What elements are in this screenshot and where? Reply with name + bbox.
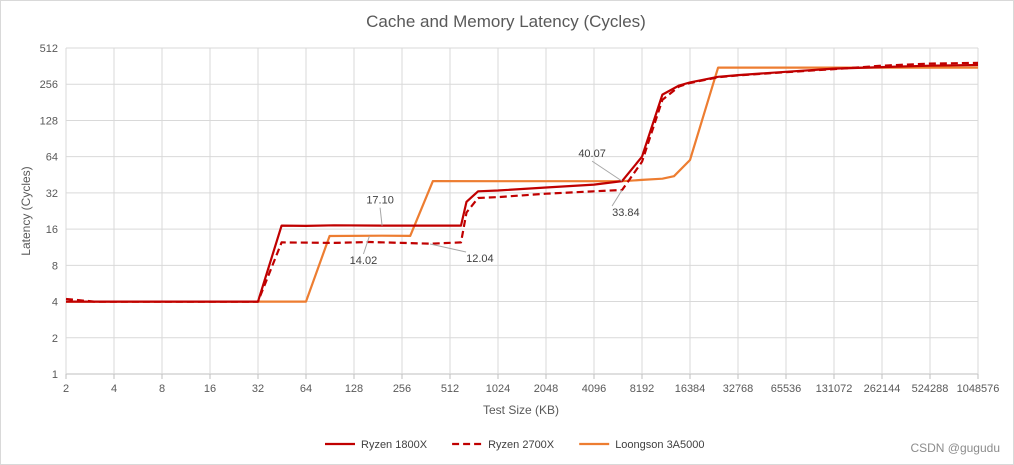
x-tick-label: 1024 (486, 383, 510, 395)
x-tick-label: 2 (63, 383, 69, 395)
series-line-ryzen-1800x (66, 63, 979, 303)
x-axis-title: Test Size (KB) (483, 403, 559, 417)
annotation-label: 17.10 (366, 195, 394, 207)
x-tick-label: 32768 (723, 383, 754, 395)
y-tick-label: 16 (46, 224, 58, 236)
x-tick-label: 512 (441, 383, 459, 395)
x-tick-label: 262144 (864, 383, 901, 395)
y-tick-label: 256 (40, 79, 58, 91)
legend-label: Ryzen 1800X (361, 439, 428, 451)
x-tick-label: 16384 (675, 383, 706, 395)
x-tick-label: 8 (159, 383, 165, 395)
series-lines (65, 61, 979, 303)
legend: Ryzen 1800X Ryzen 2700X Loongson 3A5000 (325, 439, 705, 451)
x-tick-label: 4096 (582, 383, 606, 395)
x-tick-label: 524288 (912, 383, 949, 395)
x-tick-label: 4 (111, 383, 117, 395)
annotation-label: 40.07 (578, 148, 606, 160)
x-tick-label: 8192 (630, 383, 654, 395)
y-tick-label: 512 (40, 43, 58, 55)
y-tick-label: 2 (52, 333, 58, 345)
x-tick-label: 128 (345, 383, 363, 395)
x-tick-label: 32 (252, 383, 264, 395)
y-tick-label: 128 (40, 115, 58, 127)
x-tick-label: 2048 (534, 383, 558, 395)
annotation-leader-line (429, 243, 467, 253)
annotation-leader-line (591, 160, 623, 182)
y-axis-title: Latency (Cycles) (19, 166, 33, 255)
gridlines (65, 47, 979, 379)
x-tick-label: 1048576 (957, 383, 1000, 395)
annotation-label: 14.02 (350, 255, 378, 267)
y-tick-label: 8 (52, 260, 58, 272)
x-tick-label: 65536 (771, 383, 802, 395)
x-tick-label: 131072 (816, 383, 853, 395)
data-annotations: 17.10 14.02 12.04 40.07 33.84 (350, 148, 640, 267)
annotation-leader-line (362, 235, 370, 255)
x-axis-tick-labels: 2 4 8 16 32 64 128 256 512 1024 2048 4096 8192 16384 3… (63, 383, 999, 395)
annotation-leader-line (611, 189, 623, 207)
x-tick-label: 64 (300, 383, 312, 395)
annotation-label: 12.04 (466, 253, 494, 265)
y-tick-label: 64 (46, 152, 58, 164)
chart-title: Cache and Memory Latency (Cycles) (366, 12, 646, 31)
y-axis-tick-labels: 1 2 4 8 16 32 64 128 256 512 (40, 43, 58, 381)
annotation-leader-line (379, 207, 383, 226)
legend-label: Ryzen 2700X (488, 439, 555, 451)
y-tick-label: 4 (52, 297, 58, 309)
watermark: CSDN @gugudu (910, 441, 1000, 455)
y-tick-label: 1 (52, 369, 58, 381)
series-line-loongson-3a5000 (66, 66, 978, 303)
legend-label: Loongson 3A5000 (615, 439, 704, 451)
x-tick-label: 256 (393, 383, 411, 395)
x-tick-label: 16 (204, 383, 216, 395)
y-tick-label: 32 (46, 188, 58, 200)
annotation-label: 33.84 (612, 207, 640, 219)
